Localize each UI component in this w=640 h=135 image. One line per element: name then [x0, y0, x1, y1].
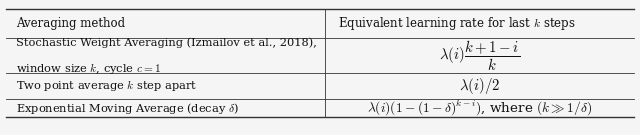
Text: Exponential Moving Average (decay $\delta$): Exponential Moving Average (decay $\delt…: [16, 100, 239, 116]
Text: $\lambda(i)(1-(1-\delta)^{k-i})$, where $(k \gg 1/\delta)$: $\lambda(i)(1-(1-\delta)^{k-i})$, where …: [367, 99, 592, 117]
Text: Two point average $k$ step apart: Two point average $k$ step apart: [16, 78, 197, 93]
Text: Equivalent learning rate for last $k$ steps: Equivalent learning rate for last $k$ st…: [338, 15, 576, 32]
Text: Averaging method: Averaging method: [16, 17, 125, 30]
Text: $\lambda(i)/2$: $\lambda(i)/2$: [459, 76, 500, 96]
Text: Stochastic Weight Averaging (Izmailov et al., 2018),: Stochastic Weight Averaging (Izmailov et…: [16, 37, 317, 48]
Text: $\lambda(i)\dfrac{k+1-i}{k}$: $\lambda(i)\dfrac{k+1-i}{k}$: [439, 38, 520, 73]
Text: window size $k$, cycle $c = 1$: window size $k$, cycle $c = 1$: [16, 61, 161, 76]
